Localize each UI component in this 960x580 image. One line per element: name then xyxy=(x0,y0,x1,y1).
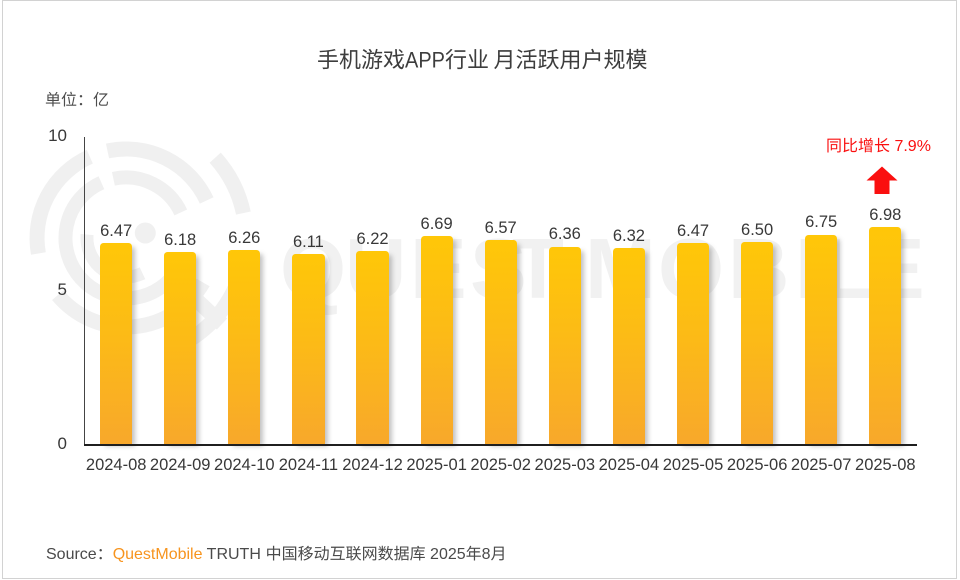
svg-text:Source: Source xyxy=(46,546,97,563)
svg-text:APP: APP xyxy=(405,47,445,72)
svg-text:2025: 2025 xyxy=(426,546,466,563)
svg-text:QuestMobile: QuestMobile xyxy=(113,546,203,563)
svg-text:8: 8 xyxy=(482,546,491,563)
svg-text:TRUTH: TRUTH xyxy=(203,546,266,563)
svg-text:7.9%: 7.9% xyxy=(890,138,931,155)
